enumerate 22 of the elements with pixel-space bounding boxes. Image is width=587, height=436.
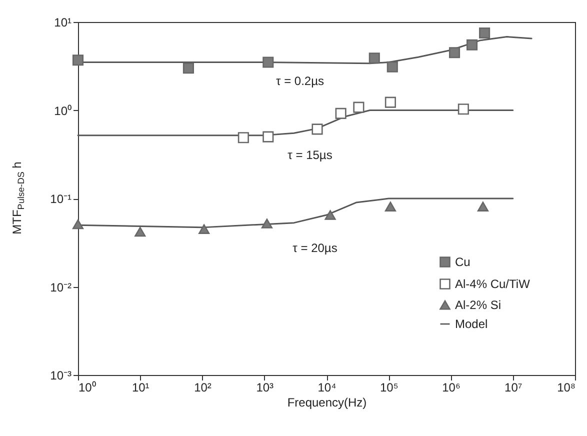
x-tick-label: 10⁴: [318, 380, 336, 394]
annotation: τ = 0.2µs: [276, 74, 324, 88]
y-tick-label: 10⁻³: [50, 368, 72, 382]
x-tick-label: 10⁸: [557, 380, 576, 394]
x-tick-label: 10¹: [132, 380, 150, 394]
legend-label: Al-2% Si: [455, 298, 502, 312]
x-tick-label: 10⁵: [380, 380, 398, 394]
annotation: τ = 15µs: [288, 148, 332, 162]
x-tick-label: 10⁷: [504, 380, 522, 394]
legend-label: Cu: [455, 255, 470, 269]
y-tick-label: 10⁰: [54, 104, 72, 118]
x-tick-label: 10³: [256, 380, 274, 394]
x-axis-title: Frequency(Hz): [287, 396, 367, 410]
y-tick-label: 10¹: [54, 16, 72, 30]
legend-label: Model: [455, 317, 488, 331]
annotation: τ = 20µs: [292, 241, 338, 255]
legend-label: Al-4% Cu/TiW: [455, 277, 531, 291]
y-tick-label: 10⁻²: [50, 280, 72, 294]
x-tick-label: 10⁰: [78, 380, 96, 394]
x-tick-label: 10⁶: [442, 380, 460, 394]
y-tick-label: 10⁻¹: [50, 192, 72, 206]
x-tick-label: 10²: [194, 380, 212, 394]
